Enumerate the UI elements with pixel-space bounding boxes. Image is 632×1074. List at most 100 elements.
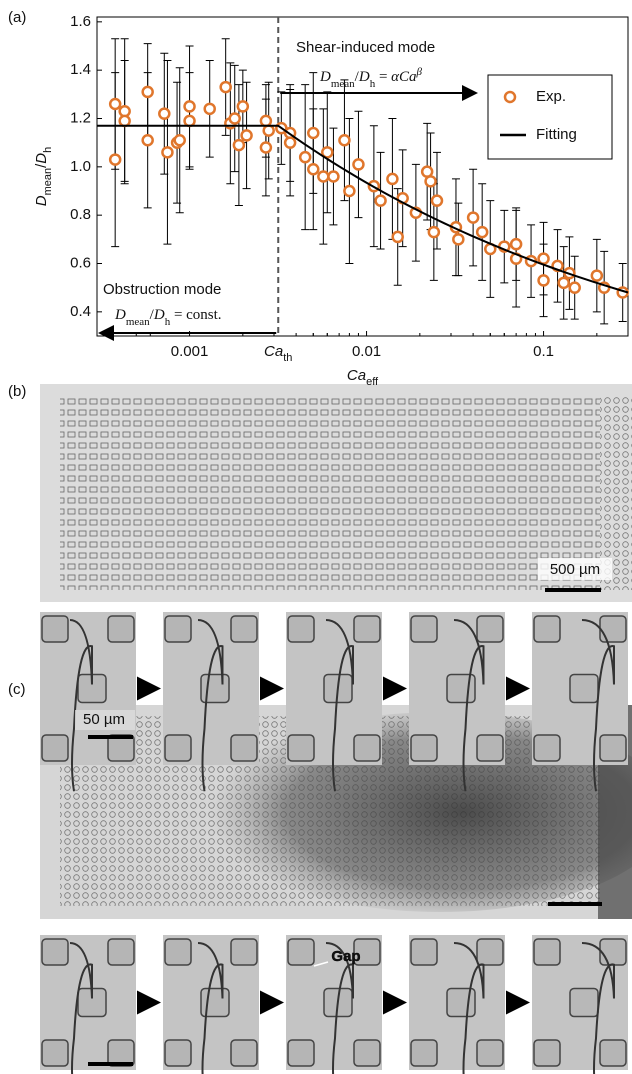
data-point [262, 124, 275, 137]
label-bg [538, 558, 612, 580]
legend-label: Exp. [536, 88, 566, 105]
data-point [557, 276, 570, 290]
chart: (a)0.40.60.81.01.21.41.60.001 0.01 0.1Cath… [8, 9, 629, 388]
annotation: Shear-induced mode [296, 39, 435, 56]
data-point [424, 175, 437, 188]
post [353, 1039, 381, 1067]
post [410, 615, 438, 643]
panel-label: (b) [8, 383, 26, 400]
formula-part: D [153, 307, 165, 323]
droplet [325, 942, 354, 1074]
post [410, 734, 438, 762]
y-axis-title-part: D [33, 195, 50, 206]
legend-box [487, 74, 613, 160]
droplet [581, 942, 615, 1074]
post [353, 615, 381, 643]
y-axis-title-part: / [33, 163, 50, 168]
data-point [161, 146, 174, 159]
data-point [141, 85, 154, 99]
threshold-label-part: Ca [264, 343, 283, 360]
post [410, 1039, 438, 1067]
droplet [69, 942, 93, 1074]
legend-swatch [503, 90, 517, 104]
post [107, 938, 135, 966]
x-axis-title-part: Ca [347, 367, 366, 384]
post [599, 938, 627, 966]
label-bg [75, 710, 135, 730]
post [200, 673, 230, 704]
formula-part: D [319, 69, 331, 85]
post [200, 987, 230, 1018]
y-axis-title: Dmean/Dh [33, 147, 54, 207]
data-point [108, 153, 122, 166]
droplet [69, 619, 93, 792]
plot-frame [96, 16, 629, 337]
post [230, 734, 258, 762]
formula-part: D [114, 307, 126, 323]
scale-label: 50 µm [83, 711, 125, 728]
data-point [173, 134, 186, 147]
y-tick-label: 0.4 [70, 303, 91, 320]
droplet [453, 942, 485, 1074]
data-point [283, 136, 297, 149]
formula-part: h [165, 316, 171, 328]
data-point [537, 274, 550, 287]
gap-arrow [313, 961, 329, 967]
data-point [427, 225, 441, 239]
formula: Dmean/Dh = αCaβ [319, 66, 423, 90]
frame-strips: 50 µm Gap [40, 612, 628, 1074]
y-tick-label: 0.6 [70, 254, 91, 271]
data-point [236, 100, 250, 113]
x-axis-title: Caeff [347, 367, 379, 388]
droplet [197, 942, 224, 1074]
post [476, 1039, 504, 1067]
x-tick-label: 0.01 [352, 343, 381, 360]
post [599, 734, 627, 762]
post [410, 938, 438, 966]
y-tick-label: 1.4 [70, 61, 91, 78]
annotation: Obstruction mode [103, 281, 221, 298]
post [287, 734, 315, 762]
threshold-label-part: th [283, 352, 292, 364]
y-tick-label: 1.0 [70, 158, 91, 175]
data-point [509, 237, 523, 251]
data-point [228, 112, 241, 125]
data-point [158, 107, 171, 120]
threshold-label: Cath [264, 343, 292, 364]
formula-part: = [375, 69, 391, 85]
data-point [240, 129, 253, 142]
post [476, 734, 504, 762]
data-point [219, 80, 232, 94]
droplet [197, 619, 224, 792]
data-point [183, 114, 196, 128]
data-point [452, 233, 465, 246]
data-point [537, 252, 550, 265]
micrograph-pattern [600, 396, 632, 590]
data-point [343, 184, 356, 198]
post [41, 734, 69, 762]
formula-part: β [416, 66, 423, 78]
data-point [568, 281, 581, 294]
post [476, 615, 504, 643]
post [569, 673, 599, 704]
post [287, 1039, 315, 1067]
post [287, 938, 315, 966]
post [41, 615, 69, 643]
data-point [374, 194, 387, 207]
y-axis-title-part: h [42, 147, 54, 153]
panel-label: (c) [8, 681, 26, 698]
y-axis-title-part: D [33, 153, 50, 164]
formula-part: D [358, 69, 370, 85]
formula-part: = const. [170, 307, 221, 323]
post [446, 673, 476, 704]
data-point [259, 141, 273, 154]
data-point [118, 114, 131, 128]
post [533, 1039, 561, 1067]
post [164, 615, 192, 643]
data-point [298, 150, 312, 164]
data-point [307, 163, 320, 176]
scale-label: 500 µm [550, 561, 600, 578]
post [287, 615, 315, 643]
